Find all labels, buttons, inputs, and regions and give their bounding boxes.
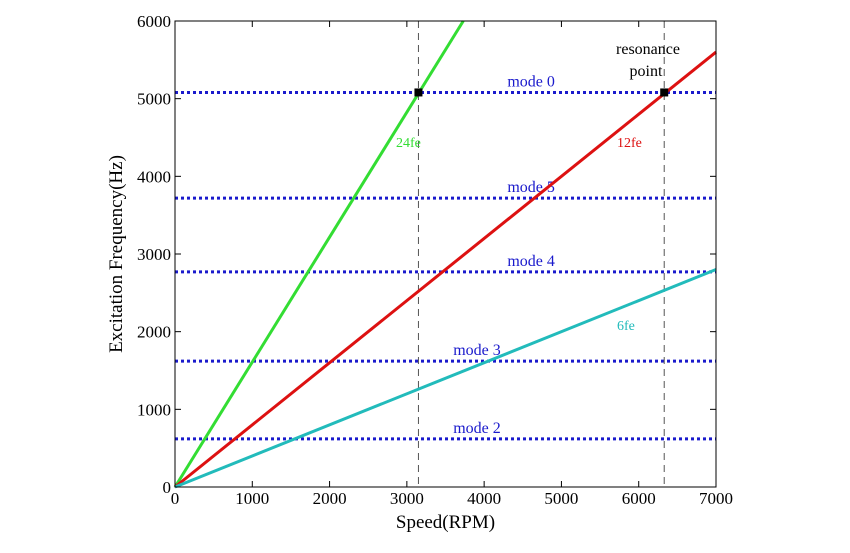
x-tick-label: 0 xyxy=(171,489,180,508)
y-tick-label: 5000 xyxy=(137,90,171,109)
ticks-layer: 0 1000 2000 3000 4000 5000 6000 7000 0 1000 2000 30… xyxy=(137,12,733,508)
y-tick-label: 0 xyxy=(163,478,172,497)
resonance-marker xyxy=(414,88,423,97)
x-tick-label: 4000 xyxy=(467,489,501,508)
series-line-24fe xyxy=(173,20,465,488)
x-tick-label: 2000 xyxy=(313,489,347,508)
resonance-point-annotation-line2: point xyxy=(630,63,663,80)
series-line-6fe xyxy=(174,268,717,489)
guide-lines-layer xyxy=(417,21,665,487)
plot-frame xyxy=(174,20,717,488)
series-label-12fe: 12fe xyxy=(617,136,642,151)
x-tick-label: 1000 xyxy=(235,489,269,508)
x-tick-label: 5000 xyxy=(544,489,578,508)
mode-label: mode 2 xyxy=(453,420,501,437)
x-tick-label: 6000 xyxy=(622,489,656,508)
series-label-6fe: 6fe xyxy=(617,319,635,334)
series-label-24fe: 24fe xyxy=(396,136,421,151)
mode-label: mode 0 xyxy=(507,73,555,90)
resonance-point-annotation-line1: resonance xyxy=(616,41,680,58)
series-layer xyxy=(173,20,717,489)
markers-layer xyxy=(414,88,669,97)
labels-layer: Speed(RPM) Excitation Frequency(Hz) reso… xyxy=(106,41,680,533)
y-tick-label: 2000 xyxy=(137,323,171,342)
mode-label: mode 3 xyxy=(453,342,501,359)
axes-layer xyxy=(174,20,717,488)
resonance-marker xyxy=(660,88,669,97)
mode-label: mode 4 xyxy=(507,253,555,270)
y-tick-label: 3000 xyxy=(137,245,171,264)
x-tick-label: 7000 xyxy=(699,489,733,508)
x-axis-title: Speed(RPM) xyxy=(396,512,495,533)
y-tick-label: 6000 xyxy=(137,12,171,31)
y-tick-label: 4000 xyxy=(137,167,171,186)
y-axis-title: Excitation Frequency(Hz) xyxy=(106,155,127,353)
y-tick-label: 1000 xyxy=(137,400,171,419)
series-line-12fe xyxy=(174,50,717,489)
x-tick-label: 3000 xyxy=(390,489,424,508)
